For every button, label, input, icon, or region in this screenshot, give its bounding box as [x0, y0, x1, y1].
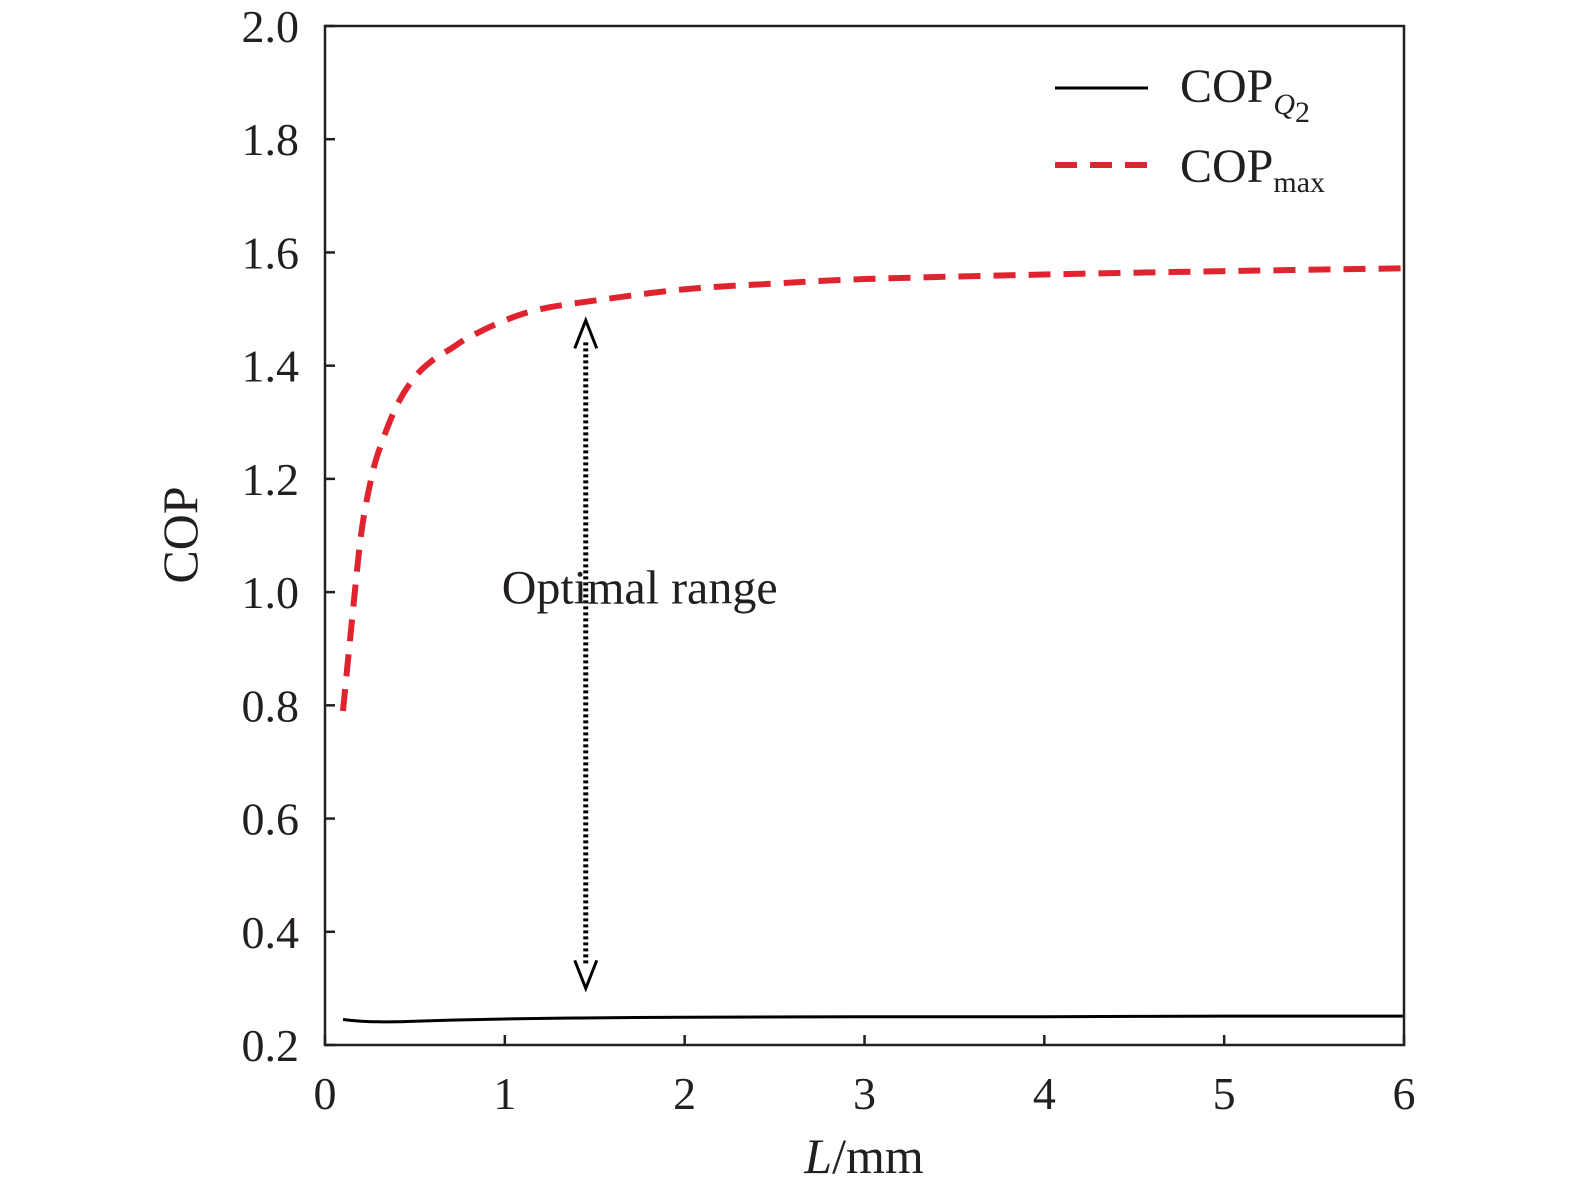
plot-frame [323, 24, 1406, 1047]
legend-label-copq2: COPQ2 [1180, 60, 1310, 129]
x-tick-label: 5 [1213, 1068, 1236, 1119]
annotation-layer: Optimal range [502, 316, 778, 993]
legend-label-copmax: COPmax [1180, 140, 1325, 199]
y-tick-label: 0.8 [242, 680, 300, 731]
legend-copq2-main: COP [1180, 60, 1273, 113]
y-tick-label: 0.2 [242, 1020, 300, 1071]
x-tick-label: 0 [314, 1068, 337, 1119]
x-tick-label: 2 [673, 1068, 696, 1119]
y-tick-label: 1.8 [242, 114, 300, 165]
optimal-range-label: Optimal range [502, 561, 778, 614]
x-tick-label: 4 [1033, 1068, 1056, 1119]
y-axis-label: COP [152, 486, 208, 583]
legend-copmax-main: COP [1180, 140, 1273, 193]
legend-copq2-subsub: 2 [1295, 96, 1310, 129]
legend-copmax-sub: max [1273, 166, 1325, 199]
y-tick-label: 1.2 [242, 454, 300, 505]
optimal-range-arrowhead-bottom [573, 959, 599, 993]
x-tick-label: 6 [1393, 1068, 1416, 1119]
x-axis-label-unit: /mm [832, 1128, 924, 1184]
x-axis-label-var: L [803, 1128, 832, 1184]
legend: COPQ2 COPmax [1055, 60, 1325, 199]
x-axis-label: L/mm [803, 1128, 924, 1184]
y-axis-ticks: 0.2 0.4 0.6 0.8 1.0 1.2 1.4 1.6 1.8 2.0 [242, 1, 335, 1071]
x-axis-ticks: 0 1 2 3 4 5 6 [314, 1035, 1416, 1119]
optimal-range-arrowhead-top [573, 316, 599, 349]
x-tick-label: 3 [853, 1068, 876, 1119]
y-tick-label: 1.6 [242, 227, 300, 278]
y-tick-label: 1.0 [242, 567, 300, 618]
y-tick-label: 0.6 [242, 794, 300, 845]
y-tick-label: 1.4 [242, 341, 300, 392]
y-tick-label: 2.0 [242, 1, 300, 52]
x-tick-label: 1 [493, 1068, 516, 1119]
y-tick-label: 0.4 [242, 907, 300, 958]
series-line-copq2 [342, 1014, 1404, 1024]
legend-copq2-sub: Q [1273, 88, 1295, 121]
series-line-copmax [339, 265, 1404, 712]
series-layer [339, 265, 1404, 1024]
